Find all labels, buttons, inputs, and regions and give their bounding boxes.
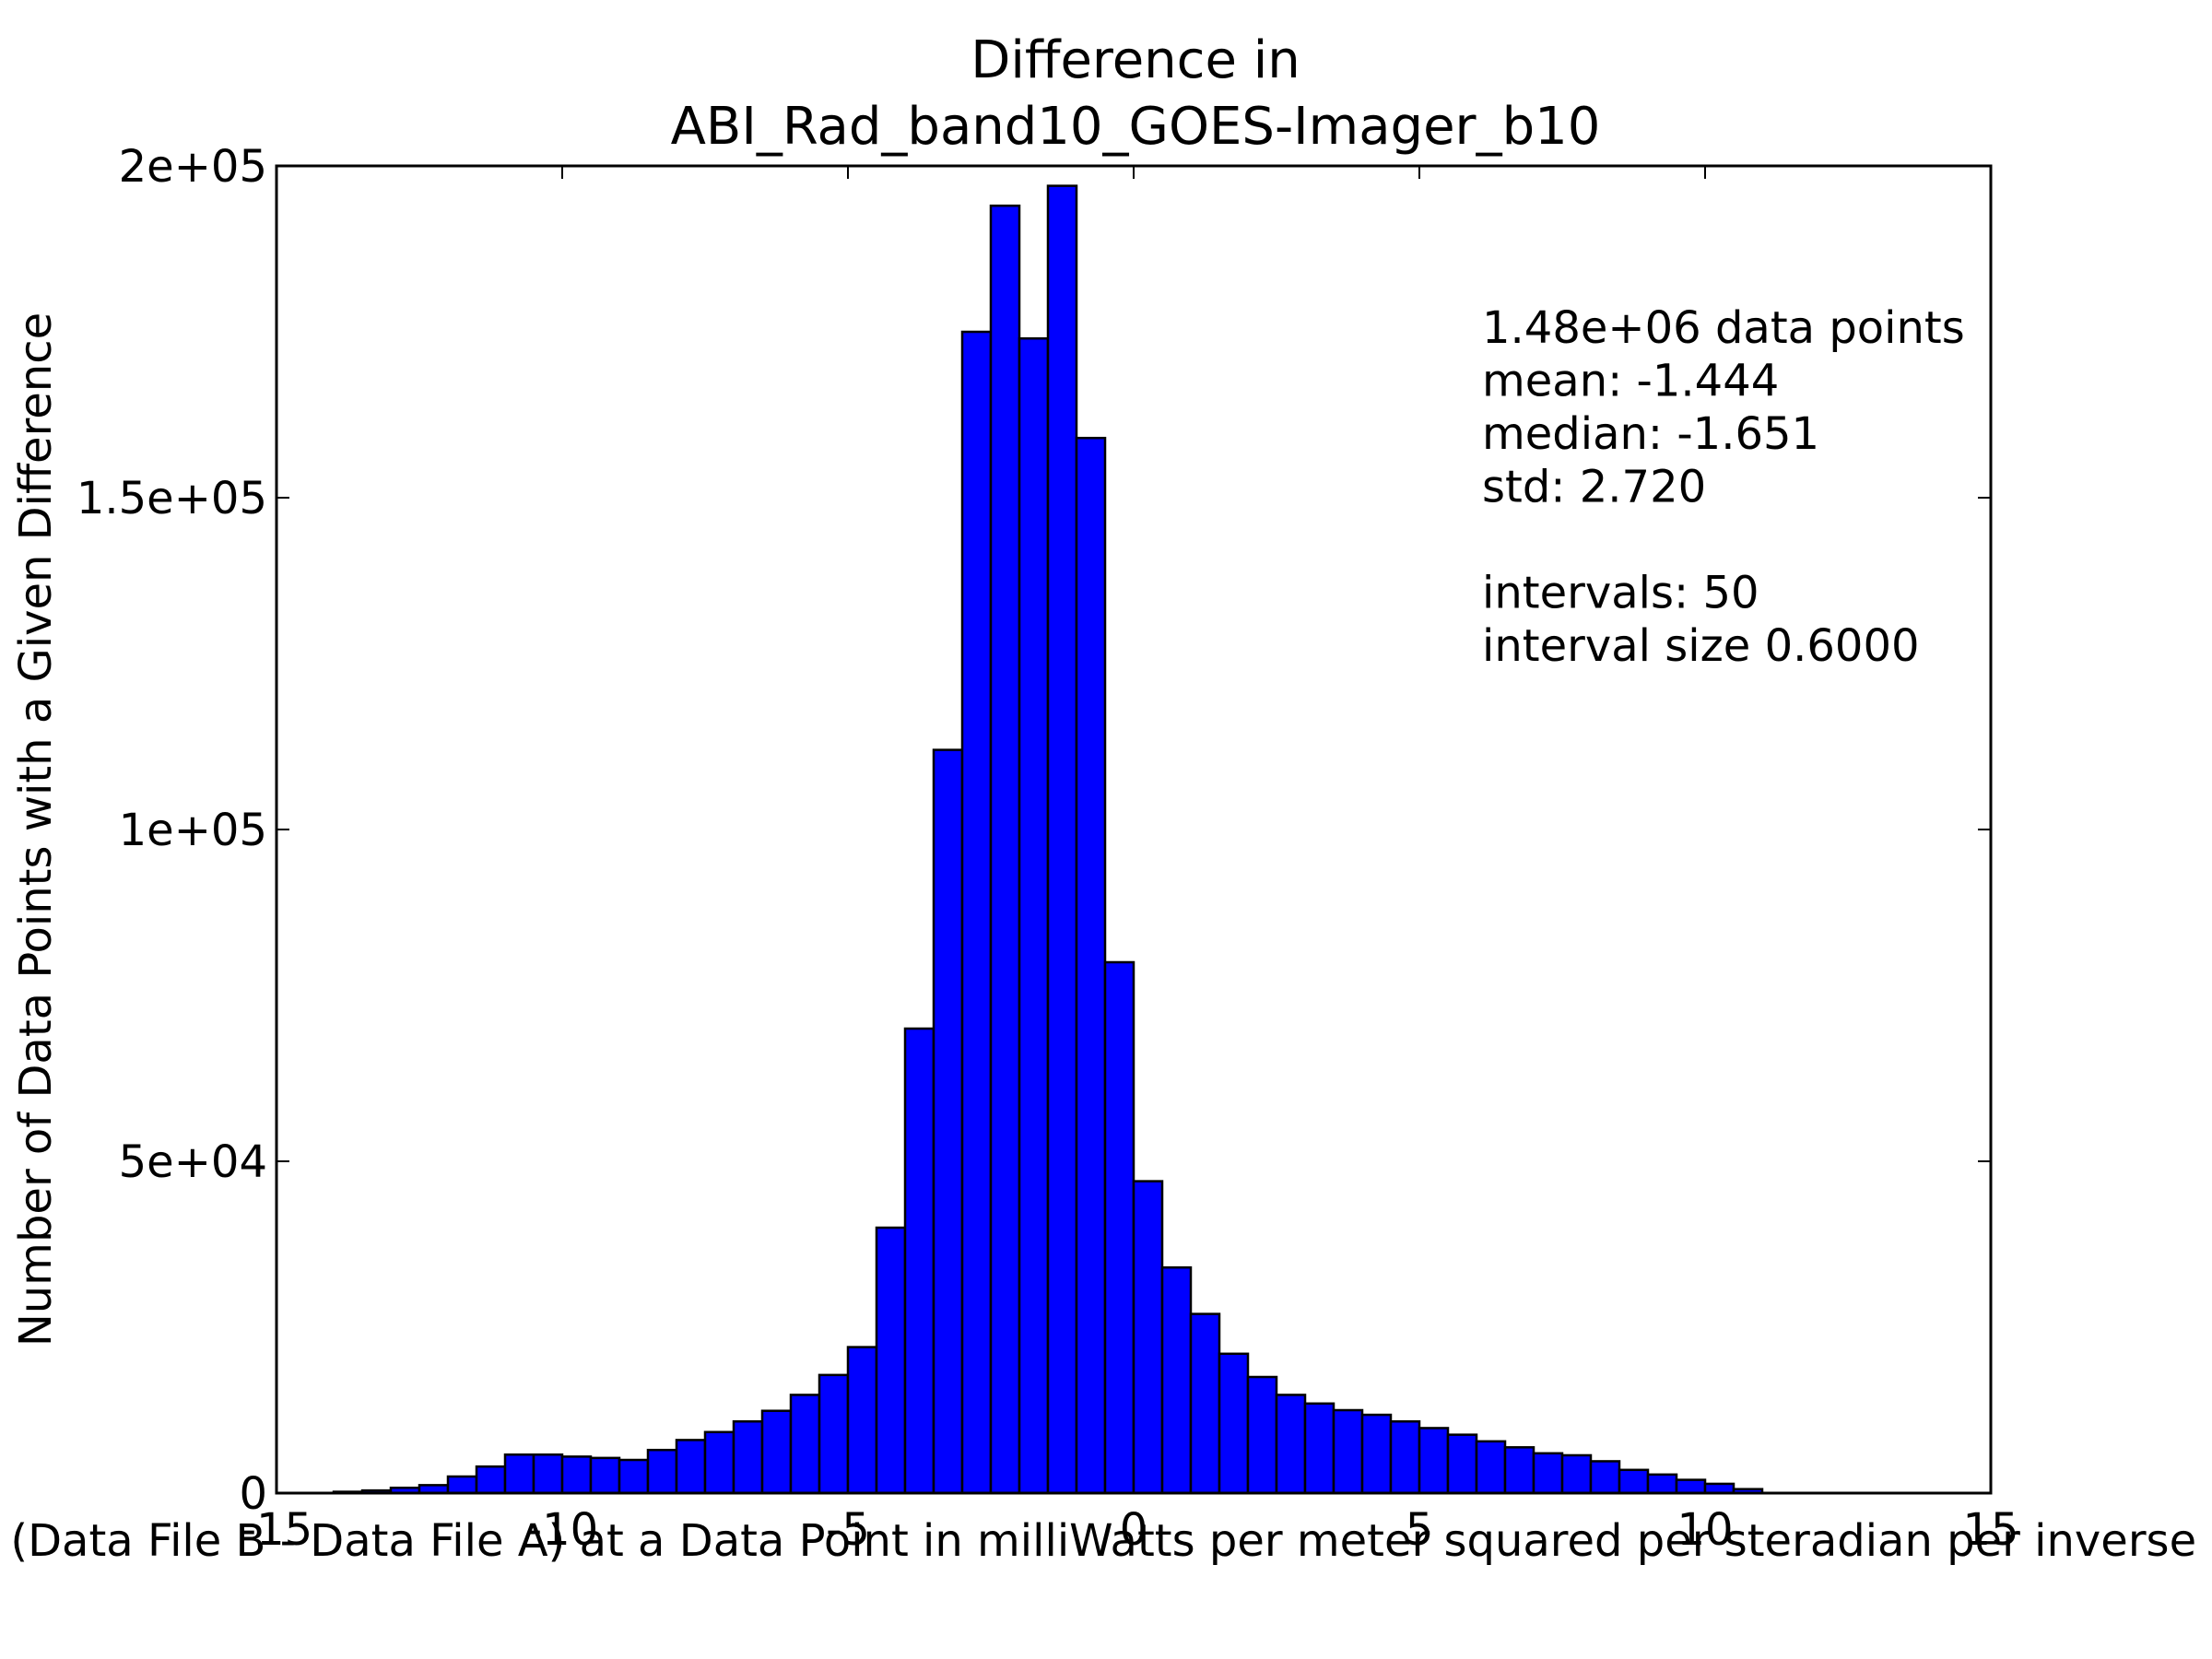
x-axis-ticks: -15 -10 -5 0 5 10 15 xyxy=(241,166,2019,1556)
histogram-bar xyxy=(1103,960,1135,1495)
y-tick-label: 1e+05 xyxy=(119,805,267,856)
stats-line: mean: -1.444 xyxy=(1482,356,1779,407)
x-tick-label: -10 xyxy=(526,1504,598,1556)
histogram-bar xyxy=(932,748,964,1495)
x-tick-label: 5 xyxy=(1406,1504,1434,1556)
histogram-bar xyxy=(1618,1468,1650,1495)
y-axis-ticks: 0 5e+04 1e+05 1.5e+05 2e+05 xyxy=(76,141,1991,1520)
histogram-bar xyxy=(789,1394,821,1495)
histogram-bar xyxy=(1360,1413,1393,1495)
histogram-bar xyxy=(989,204,1021,1495)
chart-title-line-2: ABI_Rad_band10_GOES-Imager_b10 xyxy=(671,97,1601,157)
histogram-bar xyxy=(703,1430,735,1495)
histogram-bar xyxy=(675,1439,707,1495)
histogram-bar xyxy=(1246,1375,1278,1495)
histogram-bar xyxy=(1446,1433,1478,1495)
stats-line: intervals: 50 xyxy=(1482,568,1759,619)
stats-line: median: -1.651 xyxy=(1482,408,1819,460)
chart-title-line-1: Difference in xyxy=(971,30,1300,90)
histogram-bar xyxy=(732,1419,764,1495)
histogram-bar xyxy=(1275,1394,1307,1495)
histogram-bar xyxy=(1675,1478,1707,1495)
histogram-bar xyxy=(1389,1419,1421,1495)
histogram-bar xyxy=(903,1027,935,1495)
histogram-bar xyxy=(846,1346,878,1495)
x-tick-label: 0 xyxy=(1120,1504,1148,1556)
histogram-bar xyxy=(532,1453,564,1495)
histogram-bar xyxy=(960,330,993,1495)
x-axis-label: Value of (Data File B - Data File A) at … xyxy=(0,1515,2212,1567)
histogram-bar xyxy=(560,1455,593,1495)
histogram-bar xyxy=(1189,1312,1221,1495)
histogram-bar xyxy=(1475,1440,1507,1495)
histogram-bar xyxy=(1532,1452,1564,1495)
stats-line: interval size 0.6000 xyxy=(1482,620,1920,672)
histogram-bar xyxy=(446,1475,478,1495)
y-axis-label: Number of Data Points with a Given Diffe… xyxy=(10,312,62,1347)
histogram-bar xyxy=(1703,1482,1735,1495)
histogram-bar xyxy=(1646,1473,1678,1495)
histogram-bar xyxy=(618,1458,650,1495)
histogram-bar xyxy=(818,1373,850,1495)
histogram-bar xyxy=(1218,1352,1250,1495)
x-tick-label: 10 xyxy=(1677,1504,1733,1556)
x-tick-label: -5 xyxy=(826,1504,870,1556)
chart-title: Difference in ABI_Rad_band10_GOES-Imager… xyxy=(671,30,1601,157)
histogram-bar xyxy=(1075,436,1107,1495)
histogram-bar xyxy=(503,1453,535,1495)
histogram-bar xyxy=(1560,1453,1593,1495)
histogram-bar xyxy=(760,1409,793,1495)
histogram-bar xyxy=(589,1456,621,1495)
histogram-bar xyxy=(1160,1265,1193,1495)
histogram-bar xyxy=(1418,1427,1450,1495)
histogram-bar xyxy=(1332,1408,1364,1495)
histogram-bar xyxy=(875,1226,907,1495)
histogram-bar xyxy=(1589,1460,1621,1495)
y-tick-label: 2e+05 xyxy=(119,141,267,193)
x-tick-label: 15 xyxy=(1962,1504,2018,1556)
y-tick-label: 1.5e+05 xyxy=(76,473,267,524)
histogram-bar xyxy=(1132,1180,1164,1495)
y-tick-label: 5e+04 xyxy=(119,1136,267,1188)
stats-line: 1.48e+06 data points xyxy=(1482,302,1965,354)
histogram-bar xyxy=(1303,1402,1335,1495)
stats-line: std: 2.720 xyxy=(1482,462,1706,513)
y-tick-label: 0 xyxy=(239,1468,267,1520)
x-tick-label: -15 xyxy=(241,1504,312,1556)
histogram-bar xyxy=(1018,336,1050,1495)
histogram-bar xyxy=(646,1448,678,1495)
histogram-bar xyxy=(1503,1446,1535,1495)
histogram-bar xyxy=(475,1465,507,1495)
histogram-bar xyxy=(1046,184,1078,1495)
histogram-bars xyxy=(332,184,1764,1495)
